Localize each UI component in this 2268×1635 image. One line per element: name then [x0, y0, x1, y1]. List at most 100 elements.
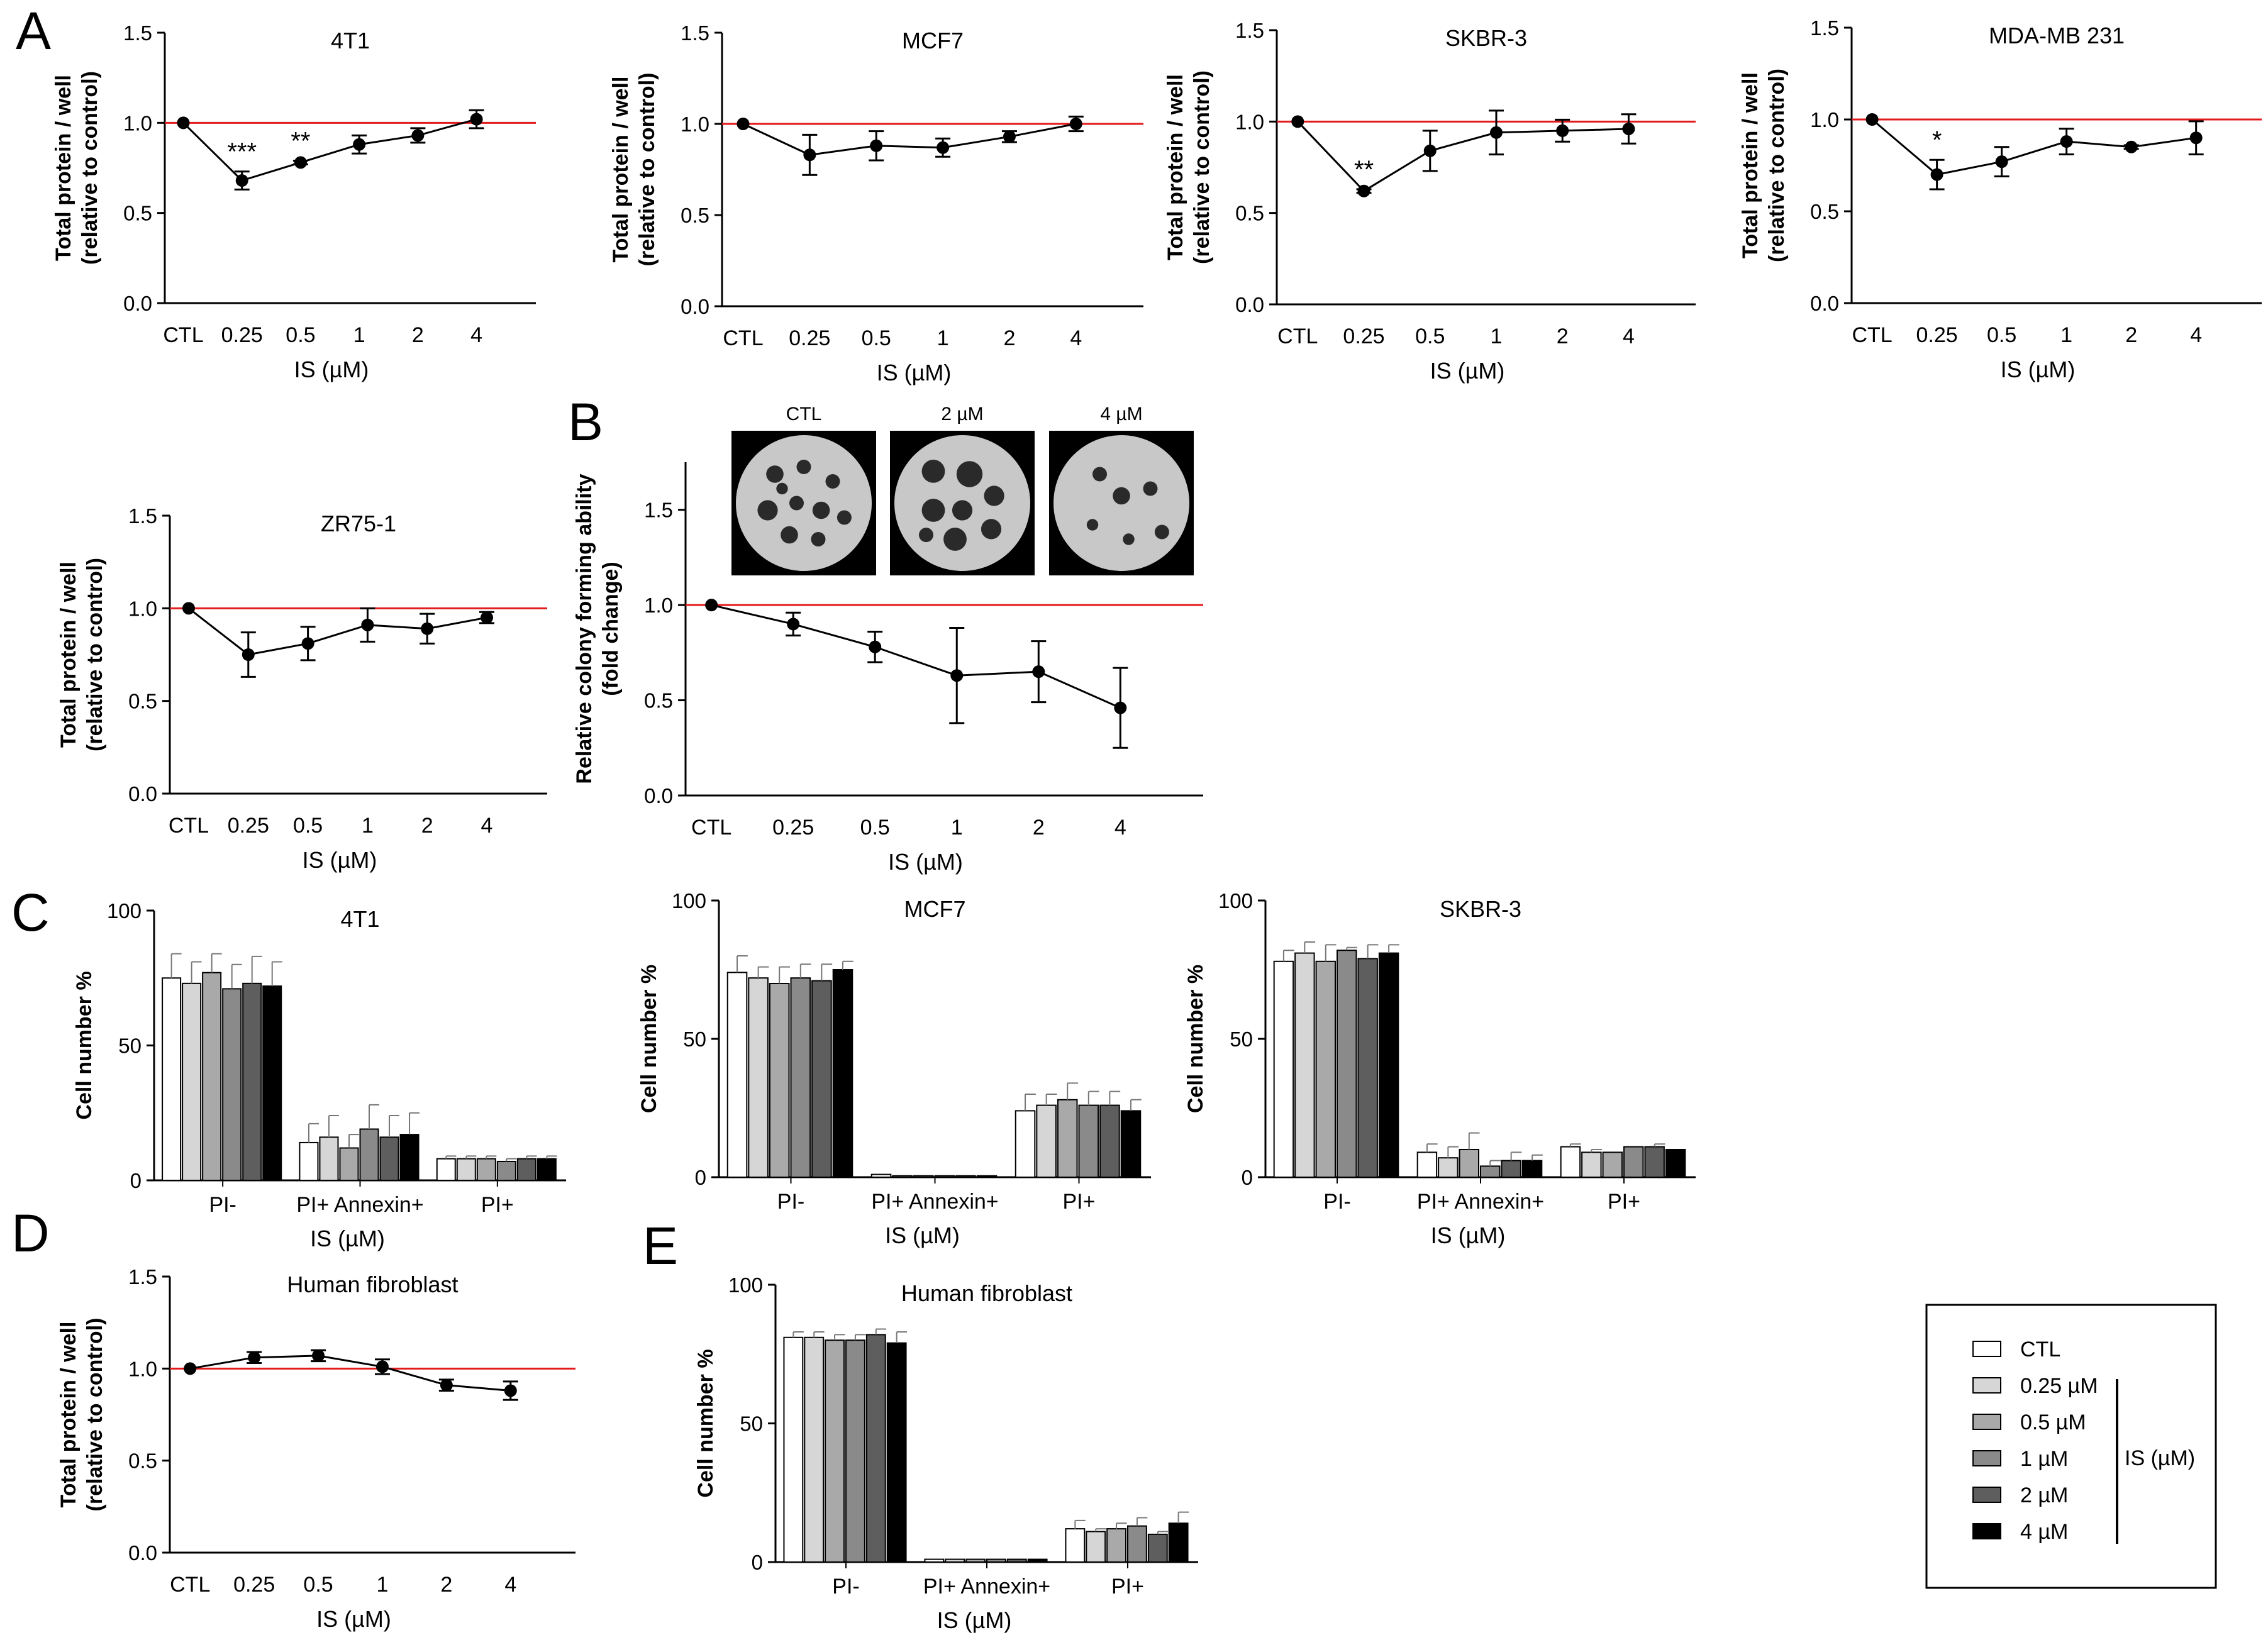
y-axis-label: (relative to control)	[83, 558, 107, 751]
bar	[976, 1175, 998, 1178]
y-tick-label: 1.5	[681, 21, 709, 45]
x-tick-label: 0.5	[293, 814, 323, 838]
bar	[934, 1175, 955, 1178]
x-tick-label: 2	[1003, 326, 1015, 350]
bar	[496, 1160, 516, 1181]
x-tick-label: PI+ Annexin+	[923, 1575, 1050, 1599]
significance-mark: **	[1354, 156, 1374, 184]
bar	[955, 1175, 976, 1178]
x-tick-label: 1	[377, 1573, 389, 1597]
panel-label-a: A	[16, 1, 51, 60]
y-tick-label: 1.0	[1810, 108, 1839, 131]
x-axis-label: IS (µM)	[888, 849, 963, 875]
data-point	[375, 1360, 389, 1373]
y-tick-label: 100	[1218, 889, 1253, 912]
x-tick-label: 4	[1115, 816, 1126, 840]
x-tick-label: 0.25	[772, 816, 814, 840]
bar	[1459, 1149, 1480, 1178]
x-tick-label: 4	[1070, 326, 1082, 350]
bar	[913, 1175, 934, 1178]
bar	[1036, 1104, 1057, 1178]
colony	[1154, 524, 1169, 540]
x-tick-label: PI+ Annexin+	[1417, 1190, 1544, 1214]
bar	[1294, 952, 1315, 1178]
chart-title: Human fibroblast	[287, 1272, 458, 1297]
legend-label: CTL	[2020, 1338, 2060, 1361]
data-point	[950, 669, 964, 682]
data-point	[1291, 115, 1304, 128]
y-axis-label: (relative to control)	[83, 1318, 107, 1512]
bar	[1337, 950, 1357, 1178]
x-tick-label: 0.5	[303, 1573, 333, 1597]
chart-title: 4T1	[331, 28, 370, 53]
bar	[1665, 1149, 1686, 1178]
series-line	[189, 1355, 511, 1392]
colony	[796, 460, 811, 474]
colony	[943, 528, 967, 551]
series-line	[742, 123, 1077, 156]
y-tick-label: 50	[1230, 1028, 1253, 1051]
colony	[776, 482, 788, 495]
y-tick-label: 0	[695, 1166, 706, 1189]
y-tick-label: 0	[130, 1169, 142, 1192]
bar	[1057, 1099, 1078, 1178]
legend-label: 0.5 µM	[2020, 1411, 2086, 1434]
chart-c-mcf7: 0 50 100 PI- PI+ Annexin+ PI+ IS (µM) Cell numb…	[637, 889, 1151, 1248]
y-tick-label: 1.0	[128, 597, 157, 620]
significance-mark: **	[291, 128, 310, 155]
bar	[1065, 1528, 1086, 1563]
chart-title: 4T1	[340, 906, 379, 932]
y-tick-label: 100	[728, 1273, 763, 1297]
y-tick-label: 0.5	[1810, 200, 1839, 223]
chart-d-fibro: 0.0 0.5 1.0 1.5 CTL 0.25 0.5 1 2 4 IS (µM) Total pr…	[57, 1265, 575, 1632]
y-axis-label: Cell number %	[1184, 965, 1208, 1113]
data-point	[184, 1362, 197, 1375]
y-tick-label: 1.5	[123, 21, 152, 45]
y-tick-label: 50	[683, 1028, 706, 1051]
x-tick-label: CTL	[169, 814, 209, 838]
colony	[781, 526, 798, 544]
bar	[986, 1558, 1006, 1563]
bar	[825, 1339, 845, 1563]
x-tick-label: 4	[504, 1573, 516, 1597]
y-tick-label: 0.0	[128, 782, 157, 806]
y-tick-label: 0.5	[681, 204, 709, 227]
x-tick-label: 0.5	[860, 816, 890, 840]
y-tick-label: 1.5	[128, 1265, 157, 1289]
chart-a-skbr3: 0.0 0.5 1.0 1.5 CTL 0.25 0.5 1 2 4 IS (µM) Total pr…	[1164, 19, 1696, 384]
y-tick-label: 50	[118, 1034, 142, 1058]
chart-c-4t1: 0 50 100 PI- PI+ Annexin+ PI+ IS (µM) Cell numb…	[72, 899, 566, 1251]
x-axis-label: IS (µM)	[877, 360, 952, 385]
colony-image-label: 2 µM	[941, 404, 983, 424]
x-tick-label: 2	[1033, 816, 1045, 840]
chart-title: ZR75-1	[321, 511, 396, 536]
bar	[1315, 960, 1337, 1178]
y-axis-label: (relative to control)	[1190, 70, 1214, 264]
x-tick-label: CTL	[1277, 324, 1318, 348]
x-tick-label: PI+ Annexin+	[296, 1193, 423, 1217]
significance-mark: ***	[227, 138, 257, 166]
bar	[1014, 1110, 1036, 1178]
x-tick-label: 1	[1491, 324, 1503, 348]
colony	[981, 519, 1002, 540]
data-point	[869, 640, 882, 653]
bar	[1480, 1165, 1501, 1178]
colony	[811, 532, 826, 546]
x-axis-label: IS (µM)	[294, 357, 369, 382]
y-tick-label: 0.5	[128, 690, 157, 713]
chart-title: SKBR-3	[1440, 896, 1521, 922]
legend-swatch	[1972, 1341, 2001, 1357]
data-point	[737, 118, 750, 130]
bar	[748, 977, 769, 1178]
bar	[379, 1136, 399, 1181]
chart-a-zr75: 0.0 0.5 1.0 1.5 CTL 0.25 0.5 1 2 4 IS (µM) Total pr…	[57, 504, 547, 873]
bar	[319, 1136, 339, 1181]
series-line	[1297, 121, 1629, 192]
bar	[1602, 1151, 1623, 1178]
legend-swatch	[1972, 1450, 2001, 1466]
y-axis-label: Relative colony forming ability	[572, 474, 596, 784]
chart-title: MDA-MB 231	[1989, 23, 2125, 48]
x-tick-label: 4	[481, 814, 493, 838]
bar	[892, 1175, 913, 1178]
y-tick-label: 1.0	[644, 594, 673, 617]
